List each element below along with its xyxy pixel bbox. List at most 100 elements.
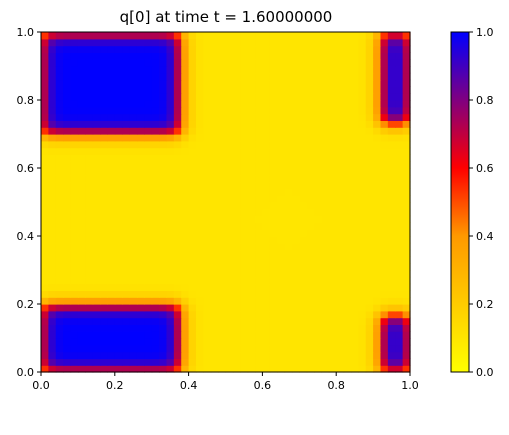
heatmap-cell xyxy=(122,290,131,298)
heatmap-cell xyxy=(114,304,123,312)
heatmap-cell xyxy=(291,168,300,176)
heatmap-cell xyxy=(166,256,175,264)
heatmap-cell xyxy=(129,351,138,359)
heatmap-cell xyxy=(70,317,79,325)
heatmap-cell xyxy=(114,127,123,135)
heatmap-cell xyxy=(350,168,359,176)
heatmap-cell xyxy=(114,344,123,353)
heatmap-cell xyxy=(328,290,337,298)
heatmap-cell xyxy=(195,181,204,189)
heatmap-cell xyxy=(358,310,367,319)
heatmap-cell xyxy=(100,208,109,217)
heatmap-cell xyxy=(306,249,315,257)
heatmap-cell xyxy=(232,351,241,359)
heatmap-cell xyxy=(173,202,182,210)
heatmap-cell xyxy=(321,134,330,142)
heatmap-cell xyxy=(321,100,330,108)
heatmap-cell xyxy=(181,140,190,149)
heatmap-cell xyxy=(358,38,367,47)
heatmap-cell xyxy=(63,181,72,189)
heatmap-cell xyxy=(151,310,160,319)
heatmap-cell xyxy=(255,365,263,373)
heatmap-cell xyxy=(225,229,234,237)
heatmap-cell xyxy=(41,283,49,291)
heatmap-cell xyxy=(122,208,131,217)
heatmap-cell xyxy=(77,195,86,203)
heatmap-cell xyxy=(166,113,175,121)
heatmap-cell xyxy=(336,270,345,278)
heatmap-cell xyxy=(387,270,396,278)
heatmap-cell xyxy=(395,331,404,339)
heatmap-cell xyxy=(48,351,57,359)
heatmap-cell xyxy=(129,174,138,183)
heatmap-cell xyxy=(402,270,411,278)
heatmap-cell xyxy=(181,208,190,217)
heatmap-cell xyxy=(232,331,241,339)
heatmap-cell xyxy=(269,202,278,210)
heatmap-cell xyxy=(291,140,300,149)
heatmap-cell xyxy=(291,100,300,108)
heatmap-cell xyxy=(262,317,271,325)
heatmap-cell xyxy=(240,134,249,142)
heatmap-cell xyxy=(225,222,234,230)
heatmap-cell xyxy=(92,229,101,237)
heatmap-cell xyxy=(358,174,367,183)
heatmap-cell xyxy=(373,297,382,305)
heatmap-cell xyxy=(247,113,256,121)
heatmap-cell xyxy=(92,358,101,366)
heatmap-cell xyxy=(129,161,138,169)
heatmap-cell xyxy=(70,86,79,94)
heatmap-cell xyxy=(218,52,227,60)
heatmap-cell xyxy=(373,86,382,94)
heatmap-cell xyxy=(166,134,175,142)
heatmap-cell xyxy=(255,338,263,346)
heatmap-cell xyxy=(240,93,249,101)
heatmap-cell xyxy=(255,317,263,325)
heatmap-cell xyxy=(402,249,411,257)
heatmap-cell xyxy=(85,72,94,81)
heatmap-cell xyxy=(92,32,101,40)
heatmap-cell xyxy=(328,324,337,332)
heatmap-cell xyxy=(188,140,197,149)
heatmap-cell xyxy=(306,147,315,155)
heatmap-cell xyxy=(85,195,94,203)
heatmap-cell xyxy=(151,317,160,325)
heatmap-cell xyxy=(255,236,263,244)
heatmap-cell xyxy=(136,181,145,189)
heatmap-cell xyxy=(358,229,367,237)
heatmap-cell xyxy=(173,32,182,40)
heatmap-cell xyxy=(203,324,212,332)
heatmap-cell xyxy=(395,59,404,67)
heatmap-cell xyxy=(195,256,204,264)
heatmap-cell xyxy=(225,290,234,298)
heatmap-cell xyxy=(225,202,234,210)
heatmap-cell xyxy=(203,331,212,339)
heatmap-cell xyxy=(314,317,323,325)
heatmap-cell xyxy=(85,297,94,305)
heatmap-cell xyxy=(55,168,64,176)
heatmap-cell xyxy=(188,113,197,121)
heatmap-cell xyxy=(122,358,131,366)
heatmap-cell xyxy=(358,79,367,87)
heatmap-cell xyxy=(122,310,131,319)
heatmap-cell xyxy=(41,222,49,230)
heatmap-cell xyxy=(181,127,190,135)
heatmap-cell xyxy=(166,38,175,47)
heatmap-cell xyxy=(373,59,382,67)
heatmap-cell xyxy=(159,66,168,74)
heatmap-cell xyxy=(92,202,101,210)
heatmap-cell xyxy=(122,127,131,135)
heatmap-cell xyxy=(336,120,345,128)
heatmap-cell xyxy=(173,229,182,237)
heatmap-cell xyxy=(232,222,241,230)
heatmap-cell xyxy=(277,100,286,108)
heatmap-cell xyxy=(129,344,138,353)
heatmap-cell xyxy=(314,270,323,278)
heatmap-cell xyxy=(166,93,175,101)
heatmap-cell xyxy=(336,276,345,285)
heatmap-cell xyxy=(166,242,175,251)
heatmap-cell xyxy=(314,229,323,237)
heatmap-cell xyxy=(166,317,175,325)
heatmap-cell xyxy=(240,154,249,162)
heatmap-cell xyxy=(166,100,175,108)
